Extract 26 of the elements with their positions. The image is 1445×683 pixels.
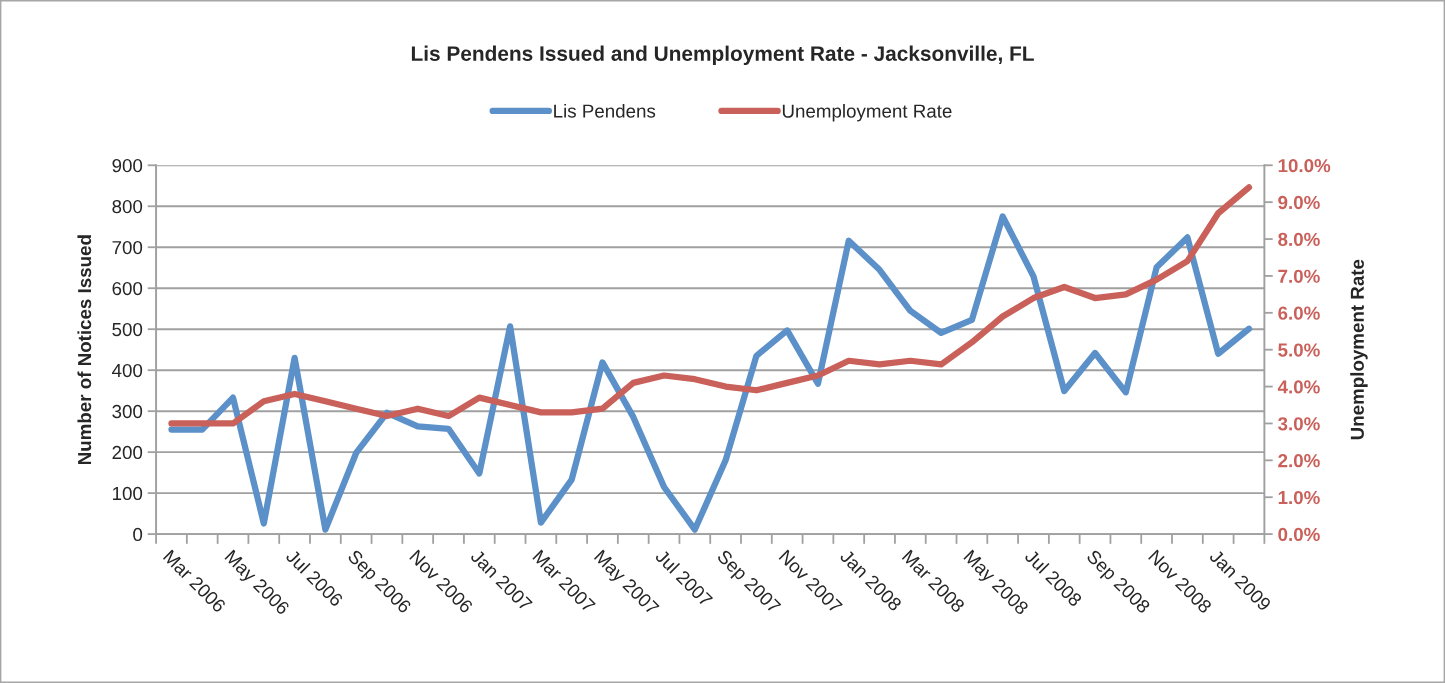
y-axis-title: Number of Notices Issued	[77, 235, 92, 465]
legend-label: Unemployment Rate	[782, 103, 952, 122]
y2-tick-label: 6.0%	[1278, 306, 1320, 320]
y-tick-label: 500	[112, 322, 143, 337]
y-tick-label: 900	[112, 158, 143, 173]
y2-tick-label: 4.0%	[1277, 380, 1320, 394]
y2-axis-title: Unemployment Rate	[1350, 259, 1368, 440]
y-tick-label: 400	[112, 363, 143, 378]
y2-tick-label: 8.0%	[1278, 232, 1320, 247]
y-tick-label: 300	[112, 404, 143, 419]
y2-tick-label: 5.0%	[1278, 343, 1320, 357]
chart-title: Lis Pendens Issued and Unemployment Rate - Jacksonville, FL	[411, 45, 1034, 66]
y2-tick-label: 3.0%	[1278, 417, 1320, 431]
y-tick-label: 700	[112, 240, 143, 255]
y2-tick-label: 0.0%	[1278, 527, 1320, 542]
y2-tick-label: 1.0%	[1278, 490, 1320, 505]
y-tick-label: 800	[112, 199, 143, 214]
y2-tick-label: 10.0%	[1278, 158, 1331, 173]
legend-label: Lis Pendens	[554, 103, 656, 118]
y2-tick-label: 9.0%	[1278, 195, 1320, 210]
y-tick-label: 100	[113, 486, 143, 501]
y2-tick-label: 7.0%	[1278, 269, 1320, 283]
y-tick-label: 200	[112, 445, 143, 460]
y-tick-label: 600	[112, 281, 143, 296]
y-tick-label: 0	[133, 527, 143, 542]
y2-tick-label: 2.0%	[1278, 454, 1320, 468]
